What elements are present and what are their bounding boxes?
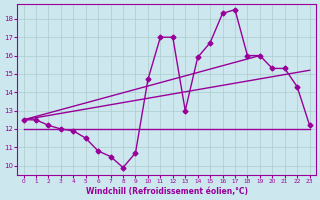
X-axis label: Windchill (Refroidissement éolien,°C): Windchill (Refroidissement éolien,°C) <box>85 187 248 196</box>
